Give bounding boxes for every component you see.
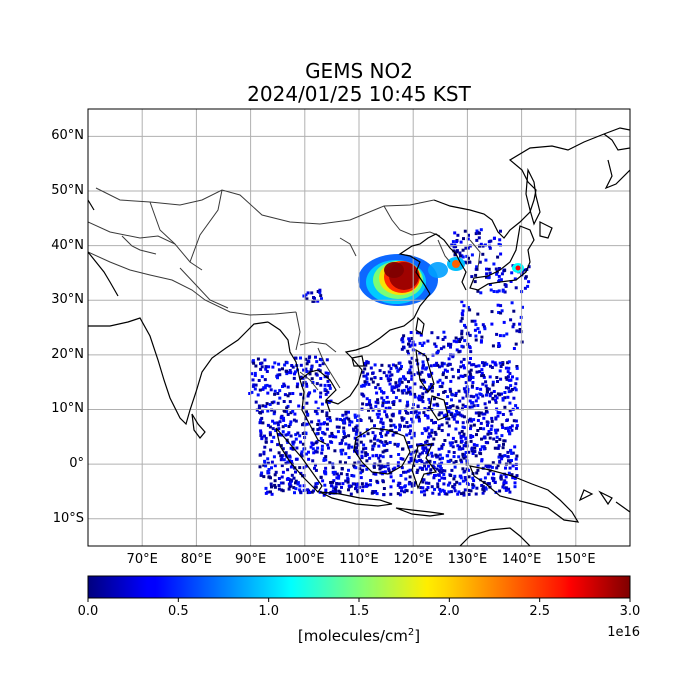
longitude-label: 150°E (556, 552, 596, 567)
latitude-label: 0° (69, 456, 84, 472)
latitude-label: 60°N (51, 128, 84, 144)
country-borders (88, 187, 481, 391)
colorbar-tick-label: 0.5 (167, 604, 189, 619)
latitude-label: 10°S (52, 510, 84, 526)
colorbar-exponent: 1e16 (607, 625, 640, 640)
longitude-label: 140°E (501, 552, 542, 567)
longitude-label: 90°E (234, 552, 267, 567)
colorbar (87, 575, 631, 599)
longitude-label: 100°E (285, 552, 325, 567)
longitude-label: 80°E (180, 552, 213, 567)
no2-data-layer (248, 228, 531, 497)
latitude-label: 40°N (51, 237, 84, 253)
longitude-label: 110°E (339, 552, 379, 567)
longitude-label: 70°E (126, 552, 158, 567)
longitude-label: 120°E (393, 552, 433, 567)
colorbar-tick-label: 1.5 (348, 604, 370, 619)
map-area (88, 109, 630, 546)
latitude-label: 30°N (51, 292, 84, 308)
colorbar-unit-label: [molecules/cm2] (297, 627, 421, 645)
longitude-label: 130°E (447, 552, 488, 567)
colorbar-tick-label: 1.0 (258, 604, 279, 619)
latitude-label: 20°N (51, 346, 84, 362)
colorbar-tick-label: 3.0 (619, 604, 641, 619)
coastlines (88, 127, 630, 546)
colorbar-tick-label: 0.0 (77, 604, 99, 619)
gridlines (88, 109, 630, 546)
map-title: GEMS NO2 (305, 59, 413, 83)
colorbar-ticks (87, 598, 631, 602)
colorbar-tick-label: 2.0 (438, 604, 460, 619)
latitude-label: 50°N (51, 182, 84, 198)
latitude-label: 10°N (51, 401, 84, 417)
colorbar-tick-label: 2.5 (529, 604, 550, 619)
map-frame (87, 108, 631, 547)
map-subtitle-datetime: 2024/01/25 10:45 KST (247, 82, 471, 106)
